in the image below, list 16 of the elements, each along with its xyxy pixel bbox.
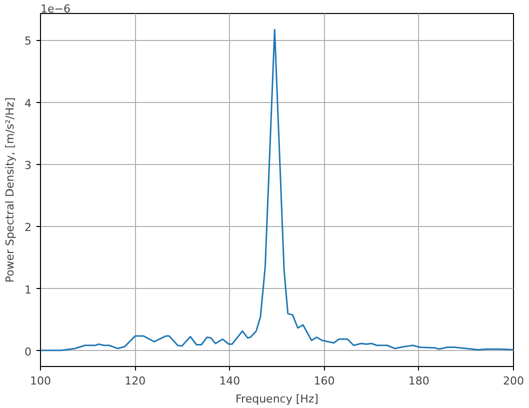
y-tick-label: 3 xyxy=(24,159,32,172)
x-tick-label: 200 xyxy=(503,374,524,388)
annotation: 1e−6 xyxy=(40,2,70,16)
y-tick-label: 1 xyxy=(24,283,32,296)
y-tick-label: 0 xyxy=(24,345,32,358)
x-tick-label: 160 xyxy=(314,374,335,388)
x-tick-label: 180 xyxy=(408,374,430,388)
x-tick-label: 100 xyxy=(30,374,51,388)
x-axis-title: Frequency [Hz] xyxy=(236,392,318,406)
line-series xyxy=(40,28,514,352)
y-tick-label: 2 xyxy=(24,221,32,234)
y-tick-label: 4 xyxy=(24,96,32,110)
y-tick-label: 5 xyxy=(24,34,32,48)
x-tick-label: 120 xyxy=(124,374,146,388)
y-axis-title: Power Spectral Density, [m/s²/Hz] xyxy=(4,97,16,283)
x-tick-label: 140 xyxy=(219,374,240,388)
